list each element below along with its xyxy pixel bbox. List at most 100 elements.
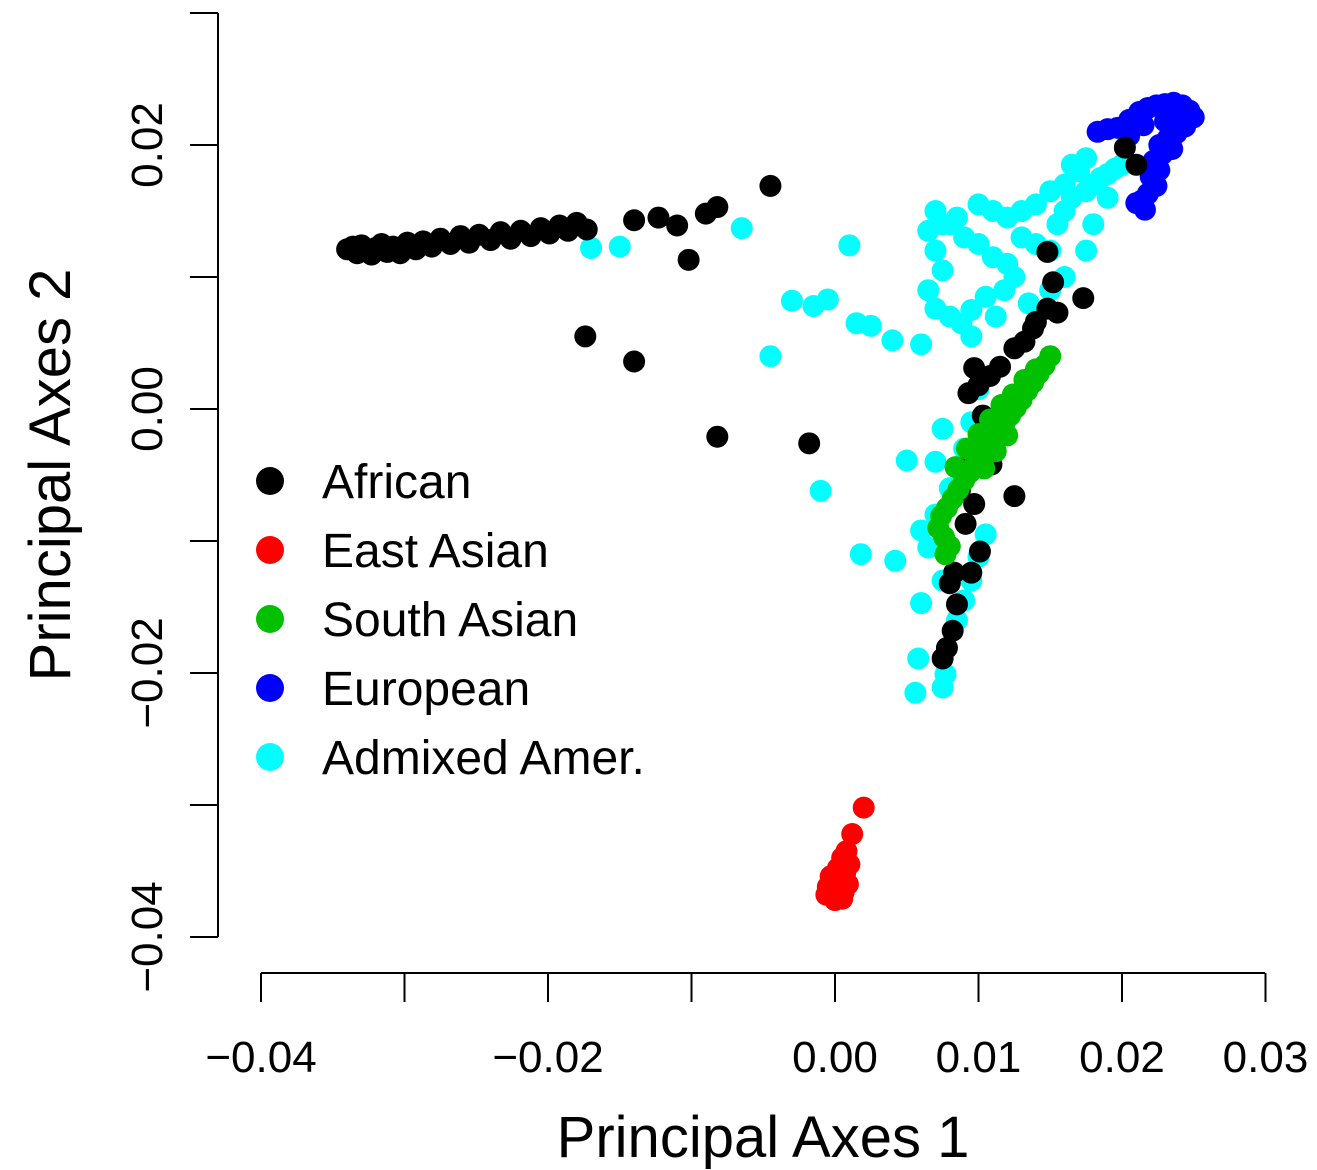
african-point bbox=[954, 512, 977, 535]
legend-marker-african bbox=[256, 467, 284, 495]
admixed-amer-point bbox=[960, 299, 983, 321]
legend-label-european: European bbox=[322, 663, 530, 716]
legend-marker-admixed-amer bbox=[256, 743, 284, 771]
south-asian-point bbox=[956, 437, 979, 460]
east-asian-point bbox=[852, 796, 875, 819]
african-point bbox=[759, 174, 782, 197]
admixed-amer-point bbox=[1096, 186, 1119, 209]
east-asian-point bbox=[831, 887, 854, 910]
admixed-amer-point bbox=[974, 523, 997, 546]
african-point bbox=[968, 540, 991, 563]
african-point bbox=[798, 432, 821, 455]
african-point bbox=[623, 209, 646, 232]
african-point bbox=[1042, 271, 1065, 294]
admixed-amer-point bbox=[759, 345, 782, 368]
african-point bbox=[941, 619, 964, 642]
african-point bbox=[1125, 153, 1148, 176]
admixed-amer-point bbox=[924, 297, 947, 320]
african-point bbox=[938, 572, 961, 595]
admixed-amer-point bbox=[967, 233, 990, 255]
african-point bbox=[1036, 297, 1059, 320]
african-point bbox=[706, 196, 729, 219]
african-point bbox=[647, 206, 670, 229]
admixed-amer-point bbox=[931, 259, 954, 282]
y-tick-label: −0.04 bbox=[123, 881, 172, 992]
european-point bbox=[1168, 104, 1191, 127]
african-point bbox=[963, 493, 986, 516]
south-asian-point bbox=[984, 440, 1007, 463]
y-tick-label: −0.02 bbox=[123, 617, 172, 728]
african-point bbox=[957, 382, 980, 405]
admixed-amer-point bbox=[910, 592, 933, 615]
african-point bbox=[1113, 136, 1136, 159]
african-point bbox=[1003, 337, 1026, 360]
african-point bbox=[677, 248, 700, 271]
south-asian-point bbox=[934, 543, 957, 566]
african-point bbox=[945, 593, 968, 616]
y-axis-title: Principal Axes 2 bbox=[18, 269, 83, 682]
admixed-amer-point bbox=[895, 449, 918, 472]
admixed-amer-point bbox=[1017, 292, 1040, 315]
african-point bbox=[575, 218, 598, 241]
african-point bbox=[960, 561, 983, 584]
x-axis-ticks: −0.04 −0.02 0.00 0.01 0.02 0.03 bbox=[205, 973, 1308, 1082]
admixed-amer-point bbox=[931, 417, 954, 440]
y-tick-label: 0.02 bbox=[123, 102, 172, 188]
african-point bbox=[931, 647, 954, 670]
admixed-amer-point bbox=[608, 235, 631, 258]
admixed-amer-point bbox=[907, 647, 930, 670]
admixed-amer-point bbox=[910, 519, 933, 542]
admixed-amer-point bbox=[580, 236, 603, 259]
x-tick-label: −0.04 bbox=[205, 1033, 316, 1082]
legend-label-south-asian: South Asian bbox=[322, 594, 578, 647]
x-tick-label: −0.02 bbox=[492, 1033, 603, 1082]
admixed-amer-point bbox=[967, 193, 990, 216]
legend-marker-european bbox=[256, 674, 284, 702]
admixed-amer-point bbox=[924, 450, 947, 473]
south-asian-point bbox=[996, 424, 1019, 447]
african-point bbox=[623, 350, 646, 373]
african-point bbox=[574, 325, 597, 348]
african-point bbox=[1036, 240, 1059, 263]
admixed-amer-point bbox=[904, 681, 927, 704]
african-point bbox=[666, 214, 689, 237]
x-tick-label: 0.02 bbox=[1079, 1033, 1165, 1082]
x-tick-label: 0.01 bbox=[936, 1033, 1022, 1082]
east-asian-point bbox=[841, 823, 864, 846]
x-axis: −0.04 −0.02 0.00 0.01 0.02 0.03 bbox=[205, 972, 1308, 1082]
south-asian-point bbox=[944, 456, 967, 479]
x-axis-title: Principal Axes 1 bbox=[557, 1105, 970, 1170]
admixed-amer-point bbox=[730, 217, 753, 240]
admixed-amer-point bbox=[859, 314, 882, 337]
legend-marker-south-asian bbox=[256, 605, 284, 633]
data-points bbox=[336, 91, 1205, 912]
legend-marker-east-asian bbox=[256, 536, 284, 564]
legend-label-admixed-amer: Admixed Amer. bbox=[322, 732, 645, 785]
legend-label-east-asian: East Asian bbox=[322, 525, 549, 578]
y-axis: −0.04 −0.02 0.00 0.02 bbox=[123, 12, 219, 993]
y-axis-ticks: −0.04 −0.02 0.00 0.02 bbox=[123, 12, 218, 993]
admixed-amer-point bbox=[1060, 153, 1083, 176]
admixed-amer-point bbox=[780, 289, 803, 312]
admixed-amer-point bbox=[924, 239, 947, 262]
admixed-amer-point bbox=[816, 288, 839, 311]
european-point bbox=[1125, 192, 1148, 215]
african-point bbox=[706, 425, 729, 448]
admixed-amer-point bbox=[881, 329, 904, 352]
african-point bbox=[1072, 287, 1095, 310]
x-tick-label: 0.03 bbox=[1223, 1033, 1309, 1082]
admixed-amer-point bbox=[838, 234, 861, 257]
admixed-amer-point bbox=[1075, 239, 1098, 262]
y-tick-label: 0.00 bbox=[123, 366, 172, 452]
african-point bbox=[1003, 485, 1026, 508]
african-point bbox=[963, 357, 986, 380]
legend: African East Asian South Asian European Admi… bbox=[256, 456, 645, 785]
south-asian-point bbox=[973, 457, 996, 480]
admixed-amer-point bbox=[884, 549, 907, 572]
admixed-amer-point bbox=[809, 479, 832, 502]
admixed-amer-point bbox=[917, 279, 940, 302]
admixed-amer-point bbox=[910, 333, 933, 356]
admixed-amer-point bbox=[1082, 213, 1105, 236]
x-tick-label: 0.00 bbox=[792, 1033, 878, 1082]
